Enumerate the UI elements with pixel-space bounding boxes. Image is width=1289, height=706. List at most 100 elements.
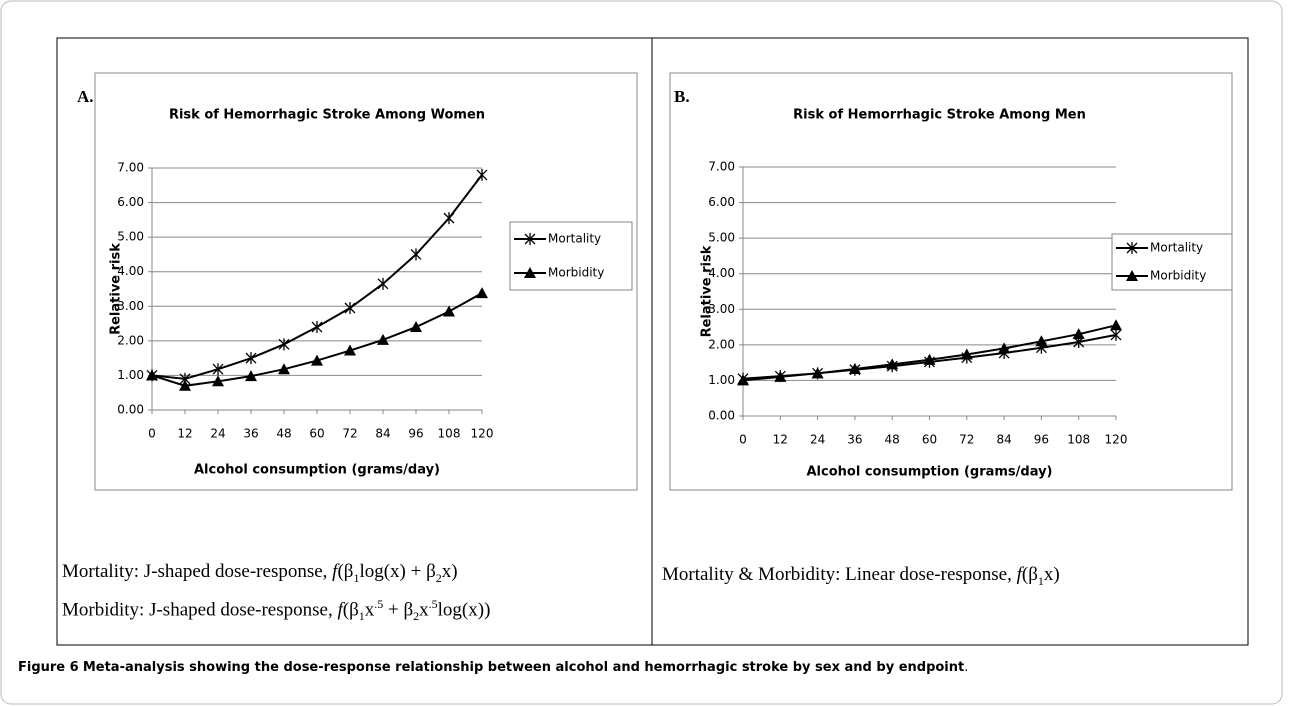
note-text: (β xyxy=(1021,564,1038,585)
note-text: log(x) + β xyxy=(359,561,436,582)
marker xyxy=(524,267,536,278)
caption-label: Figure 6 xyxy=(18,660,79,675)
note-text: f xyxy=(332,561,338,582)
x-tick-label: 0 xyxy=(739,433,747,447)
marker xyxy=(410,321,422,333)
marker xyxy=(278,338,290,351)
note-text: f xyxy=(1016,564,1022,585)
marker xyxy=(1126,242,1138,254)
marker xyxy=(886,358,899,370)
marker xyxy=(344,344,356,356)
marker xyxy=(311,354,323,366)
panel-label: A. xyxy=(77,87,94,106)
marker xyxy=(811,367,824,379)
marker xyxy=(443,305,455,317)
marker xyxy=(146,369,158,381)
y-tick-label: 0.00 xyxy=(708,409,735,423)
x-tick-label: 84 xyxy=(996,433,1011,447)
panel-note: Mortality & Morbidity: Linear dose-respo… xyxy=(662,559,1060,597)
y-tick-label: 0.00 xyxy=(117,403,144,417)
y-tick-label: 6.00 xyxy=(117,195,144,209)
marker xyxy=(311,321,323,334)
marker xyxy=(278,363,290,375)
x-tick-label: 72 xyxy=(342,427,357,441)
y-tick-label: 2.00 xyxy=(708,337,735,351)
note-text: 2 xyxy=(413,609,420,624)
marker xyxy=(476,287,488,299)
marker xyxy=(1110,319,1122,331)
note-text: f xyxy=(337,599,343,621)
legend-label: Morbidity xyxy=(548,266,604,280)
note-text: 1 xyxy=(358,609,365,624)
x-tick-label: 12 xyxy=(773,433,788,447)
x-tick-label: 48 xyxy=(276,427,291,441)
y-tick-label: 4.00 xyxy=(708,266,735,280)
series-line xyxy=(151,174,483,380)
marker xyxy=(179,379,191,391)
y-tick-label: 6.00 xyxy=(708,195,735,209)
marker xyxy=(377,333,389,345)
marker xyxy=(377,277,389,290)
x-tick-label: 108 xyxy=(438,427,461,441)
marker xyxy=(998,342,1011,354)
y-tick-label: 4.00 xyxy=(117,264,144,278)
marker xyxy=(1072,328,1085,340)
marker xyxy=(1110,328,1122,341)
y-tick-label: 1.00 xyxy=(117,368,144,382)
note-text: Morbidity: J-shaped dose-response, xyxy=(62,599,338,621)
x-axis-label: Alcohol consumption (grams/day) xyxy=(807,465,1053,480)
chart-title: Risk of Hemorrhagic Stroke Among Women xyxy=(169,108,485,123)
legend-label: Mortality xyxy=(548,232,601,246)
marker xyxy=(245,352,257,365)
marker xyxy=(212,363,224,376)
x-tick-label: 36 xyxy=(243,427,258,441)
marker xyxy=(476,168,488,181)
x-tick-label: 96 xyxy=(408,427,423,441)
chart-title: Risk of Hemorrhagic Stroke Among Men xyxy=(793,108,1086,123)
panel-label: B. xyxy=(674,87,690,106)
note-text: x xyxy=(419,599,429,621)
x-tick-label: 120 xyxy=(471,427,494,441)
note-text: + β xyxy=(383,599,414,621)
note-text: 1 xyxy=(353,570,360,585)
panel-note: Morbidity: J-shaped dose-response, f(β1 x… xyxy=(62,588,490,632)
panel-frame xyxy=(56,37,653,646)
note-text: log(x)) xyxy=(437,599,491,621)
panel-frame xyxy=(651,37,1249,646)
x-tick-label: 72 xyxy=(959,433,974,447)
x-tick-label: 12 xyxy=(177,427,192,441)
marker xyxy=(1035,335,1048,347)
caption-text: Meta-analysis showing the dose-response … xyxy=(82,660,965,675)
x-tick-label: 0 xyxy=(148,427,156,441)
legend-label: Morbidity xyxy=(1150,269,1206,283)
series-line xyxy=(742,324,1117,382)
x-tick-label: 36 xyxy=(847,433,862,447)
y-axis-label: Relative risk xyxy=(700,245,715,337)
y-tick-label: 3.00 xyxy=(117,299,144,313)
x-axis-label: Alcohol consumption (grams/day) xyxy=(194,463,440,478)
note-text: x) xyxy=(441,561,458,582)
note-text: (β xyxy=(342,599,359,621)
marker xyxy=(1126,270,1138,281)
y-tick-label: 3.00 xyxy=(708,302,735,316)
x-tick-label: 24 xyxy=(210,427,225,441)
y-tick-label: 5.00 xyxy=(117,230,144,244)
x-tick-label: 96 xyxy=(1034,433,1049,447)
marker xyxy=(245,370,257,382)
marker xyxy=(344,302,356,315)
note-text: .5 xyxy=(374,597,384,611)
x-tick-label: 24 xyxy=(810,433,825,447)
note-text: x) xyxy=(1043,564,1060,585)
note-text: 1 xyxy=(1037,573,1044,588)
caption: Figure 6 Meta-analysis showing the dose-… xyxy=(18,660,968,675)
x-tick-label: 60 xyxy=(309,427,324,441)
marker xyxy=(960,348,973,360)
marker xyxy=(524,233,536,245)
note-text: Mortality & Morbidity: Linear dose-respo… xyxy=(662,564,1017,585)
series-line xyxy=(151,292,483,387)
x-tick-label: 84 xyxy=(375,427,390,441)
marker xyxy=(774,370,787,382)
y-axis-label: Relative risk xyxy=(109,243,124,335)
marker xyxy=(848,363,861,375)
